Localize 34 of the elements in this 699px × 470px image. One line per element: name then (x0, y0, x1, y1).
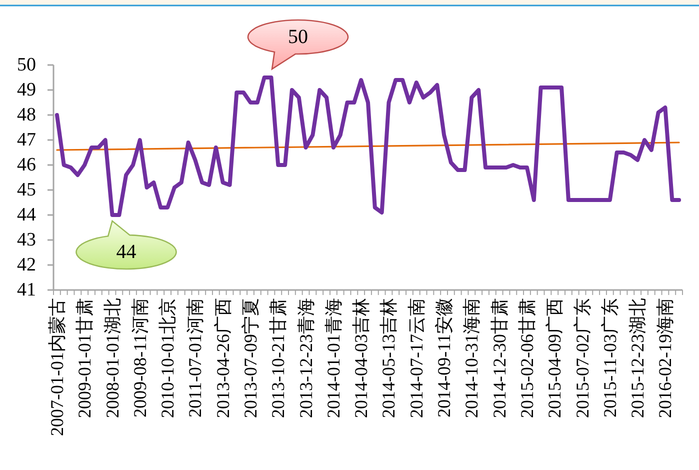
y-tick-label: 44 (17, 204, 36, 226)
x-tick-label: 2007-01-01内蒙古 (46, 298, 67, 436)
x-tick-label: 2014-05-13吉林 (378, 298, 399, 418)
x-tick-label: 2014-07-17云南 (406, 298, 426, 418)
y-tick-label: 49 (17, 80, 36, 100)
x-tick-label: 2014-09-11安徽 (434, 298, 454, 418)
x-tick-label: 2016-02-19海南 (655, 298, 676, 418)
x-tick-label: 2013-04-26广西 (212, 298, 233, 418)
x-tick-label: 2013-07-09宁夏 (240, 298, 260, 418)
x-tick-label: 2014-12-30甘肃 (489, 298, 510, 418)
y-tick-label: 42 (17, 254, 36, 276)
y-tick-label: 50 (17, 54, 36, 76)
x-tick-label: 2014-10-31海南 (462, 298, 482, 418)
y-tick-label: 41 (17, 280, 36, 300)
y-tick-label: 47 (17, 130, 36, 150)
x-tick-label: 2009-01-01甘肃 (74, 298, 95, 418)
x-tick-label: 2015-04-09广西 (544, 298, 565, 418)
x-tick-label: 2010-10-01北京 (158, 298, 178, 418)
x-tick-label: 2011-07-01河南 (185, 298, 206, 418)
x-tick-label: 2015-12-23湖北 (628, 298, 648, 418)
x-tick-label: 2015-02-06甘肃 (516, 298, 537, 418)
x-tick-label: 2013-10-21甘肃 (268, 298, 288, 418)
x-tick-label: 2015-11-03广东 (600, 298, 620, 418)
y-tick-label: 46 (17, 154, 36, 176)
y-tick-label: 43 (17, 230, 36, 250)
annotation: 44 (116, 241, 136, 263)
y-tick-label: 48 (17, 104, 36, 126)
x-tick-label: 2014-01-01青海 (323, 298, 344, 418)
x-tick-label: 2015-07-02广东 (572, 298, 592, 418)
x-tick-label: 2009-08-11河南 (130, 298, 150, 418)
x-tick-label: 2013-12-23青海 (296, 298, 316, 418)
y-tick-label: 45 (17, 180, 36, 200)
x-tick-label: 2008-01-01湖北 (102, 298, 122, 418)
x-tick-label: 2014-04-03吉林 (351, 298, 372, 418)
